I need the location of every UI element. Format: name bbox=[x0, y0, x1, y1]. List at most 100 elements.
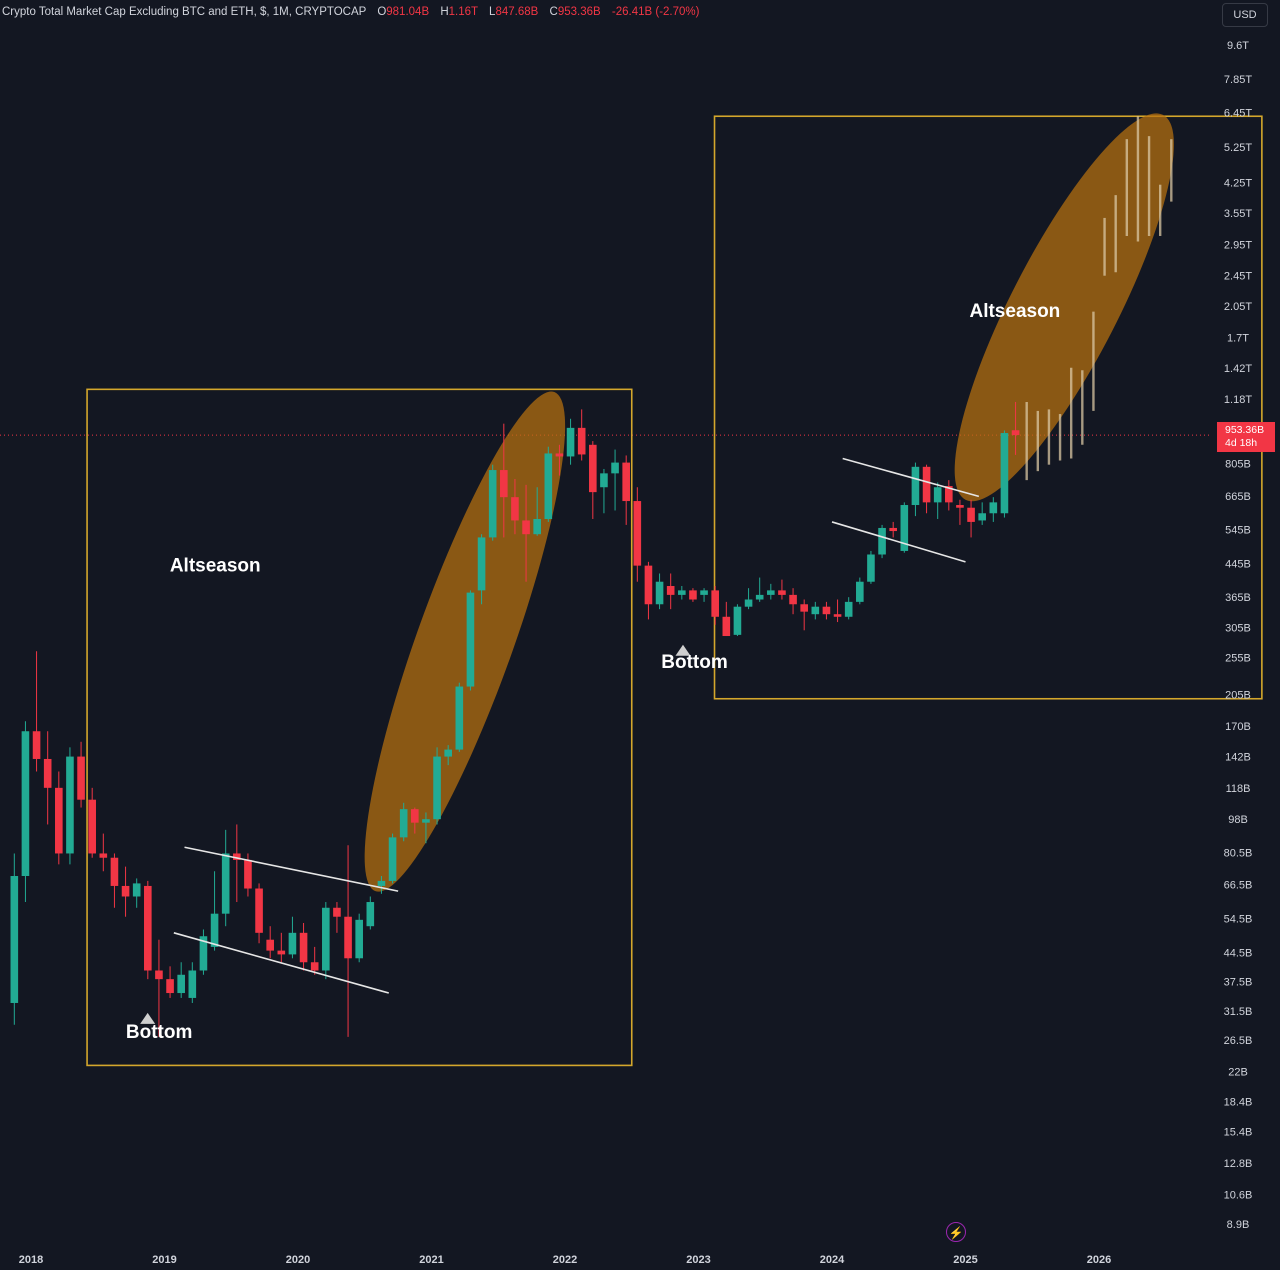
candle-body bbox=[633, 501, 642, 566]
x-tick-label: 2020 bbox=[286, 1254, 310, 1266]
candle-2025-02 bbox=[978, 502, 986, 525]
candle-2021-08 bbox=[511, 478, 519, 535]
candle-body bbox=[700, 590, 708, 595]
candle-2023-12 bbox=[822, 601, 831, 620]
annotation-bottom: Bottom bbox=[126, 1022, 192, 1043]
last-price-badge: 953.36B 4d 18h bbox=[1217, 422, 1275, 452]
candle-2023-07 bbox=[767, 583, 775, 600]
candle-body bbox=[155, 970, 163, 980]
low-value: 847.68B bbox=[495, 6, 539, 18]
candle-body bbox=[110, 857, 119, 886]
channel-lines bbox=[173, 457, 980, 994]
candle-2024-09 bbox=[922, 464, 931, 514]
currency-button[interactable]: USD bbox=[1222, 3, 1268, 27]
candle-body bbox=[55, 787, 63, 854]
candle-body bbox=[844, 601, 853, 617]
candle-body bbox=[655, 581, 664, 605]
bottom-marker-icon bbox=[140, 1012, 156, 1024]
candle-body bbox=[344, 916, 352, 959]
candle-2020-09 bbox=[388, 833, 397, 884]
candle-body bbox=[1000, 433, 1009, 514]
bolt-icon[interactable]: ⚡ bbox=[946, 1222, 966, 1242]
x-tick-label: 2019 bbox=[152, 1254, 176, 1266]
candle-body bbox=[422, 819, 430, 823]
y-tick-label: 4.25T bbox=[1224, 178, 1252, 190]
candle-body bbox=[600, 473, 608, 488]
candle-2019-01 bbox=[166, 966, 174, 998]
candle-2024-02 bbox=[844, 597, 853, 620]
candle-body bbox=[622, 462, 630, 502]
candle-2019-02 bbox=[177, 962, 185, 998]
candle-2024-04 bbox=[867, 550, 875, 584]
channel-line-4 bbox=[831, 521, 966, 563]
y-tick-label: 7.85T bbox=[1224, 74, 1252, 86]
candle-2019-11 bbox=[277, 932, 286, 963]
altseason-ellipse-2 bbox=[954, 113, 1174, 502]
candle-body bbox=[689, 590, 697, 600]
candle-body bbox=[833, 614, 842, 617]
candle-2018-07 bbox=[99, 833, 108, 872]
candle-2021-03 bbox=[455, 682, 464, 752]
bottom-marker-icon bbox=[675, 644, 691, 656]
candle-body bbox=[922, 466, 931, 503]
candle-body bbox=[878, 527, 886, 555]
candle-body bbox=[867, 554, 875, 582]
close-label: C bbox=[549, 6, 558, 18]
candle-2021-10 bbox=[533, 487, 541, 536]
candle-body bbox=[466, 592, 475, 687]
candle-2019-12 bbox=[288, 916, 297, 959]
candle-body bbox=[310, 962, 319, 971]
y-tick-label: 22B bbox=[1228, 1066, 1248, 1078]
x-tick-label: 2023 bbox=[686, 1254, 710, 1266]
y-tick-label: 255B bbox=[1225, 653, 1251, 665]
range-boxes bbox=[86, 115, 1263, 1067]
candle-body bbox=[978, 513, 986, 521]
candle-2019-03 bbox=[188, 962, 197, 1003]
candle-body bbox=[911, 466, 920, 506]
candle-2024-10 bbox=[933, 482, 942, 519]
y-tick-label: 170B bbox=[1225, 721, 1251, 733]
high-value: 1.16T bbox=[448, 6, 478, 18]
y-tick-label: 15.4B bbox=[1224, 1127, 1253, 1139]
candle-2020-10 bbox=[399, 802, 408, 842]
candle-2020-03 bbox=[322, 902, 330, 980]
candle-2025-05 bbox=[1011, 401, 1020, 455]
y-tick-label: 12.8B bbox=[1224, 1158, 1253, 1170]
y-tick-label: 142B bbox=[1225, 752, 1251, 764]
candle-2024-05 bbox=[878, 524, 886, 559]
y-tick-label: 80.5B bbox=[1224, 847, 1253, 859]
candle-body bbox=[945, 486, 953, 503]
candle-body bbox=[767, 590, 775, 595]
candle-body bbox=[611, 462, 619, 474]
candle-2019-07 bbox=[233, 824, 241, 903]
low-label: L bbox=[489, 6, 496, 18]
y-tick-label: 5.25T bbox=[1224, 142, 1252, 154]
y-tick-label: 54.5B bbox=[1224, 913, 1253, 925]
candle-2023-01 bbox=[700, 588, 708, 602]
candle-2024-06 bbox=[889, 521, 897, 538]
candle-body bbox=[889, 527, 897, 532]
candle-2024-12 bbox=[956, 499, 964, 525]
candle-2021-11 bbox=[544, 446, 553, 522]
candle-body bbox=[566, 427, 575, 457]
candle-2023-10 bbox=[800, 599, 808, 631]
y-tick-label: 18.4B bbox=[1224, 1097, 1253, 1109]
candle-body bbox=[555, 453, 564, 457]
candle-body bbox=[789, 594, 797, 605]
y-tick-label: 10.6B bbox=[1224, 1190, 1253, 1202]
y-tick-label: 31.5B bbox=[1224, 1006, 1253, 1018]
y-tick-label: 98B bbox=[1228, 814, 1248, 826]
candle-2024-03 bbox=[856, 577, 864, 605]
y-tick-label: 1.18T bbox=[1224, 394, 1252, 406]
candle-2022-04 bbox=[600, 468, 608, 514]
candles bbox=[10, 401, 1020, 1037]
candle-body bbox=[244, 859, 252, 889]
candle-body bbox=[711, 590, 719, 617]
x-tick-label: 2018 bbox=[19, 1254, 43, 1266]
candle-body bbox=[522, 520, 530, 535]
candle-body bbox=[355, 919, 363, 959]
candle-2019-09 bbox=[255, 883, 263, 944]
candle-2022-01 bbox=[566, 418, 575, 465]
candle-2020-07 bbox=[366, 896, 375, 930]
